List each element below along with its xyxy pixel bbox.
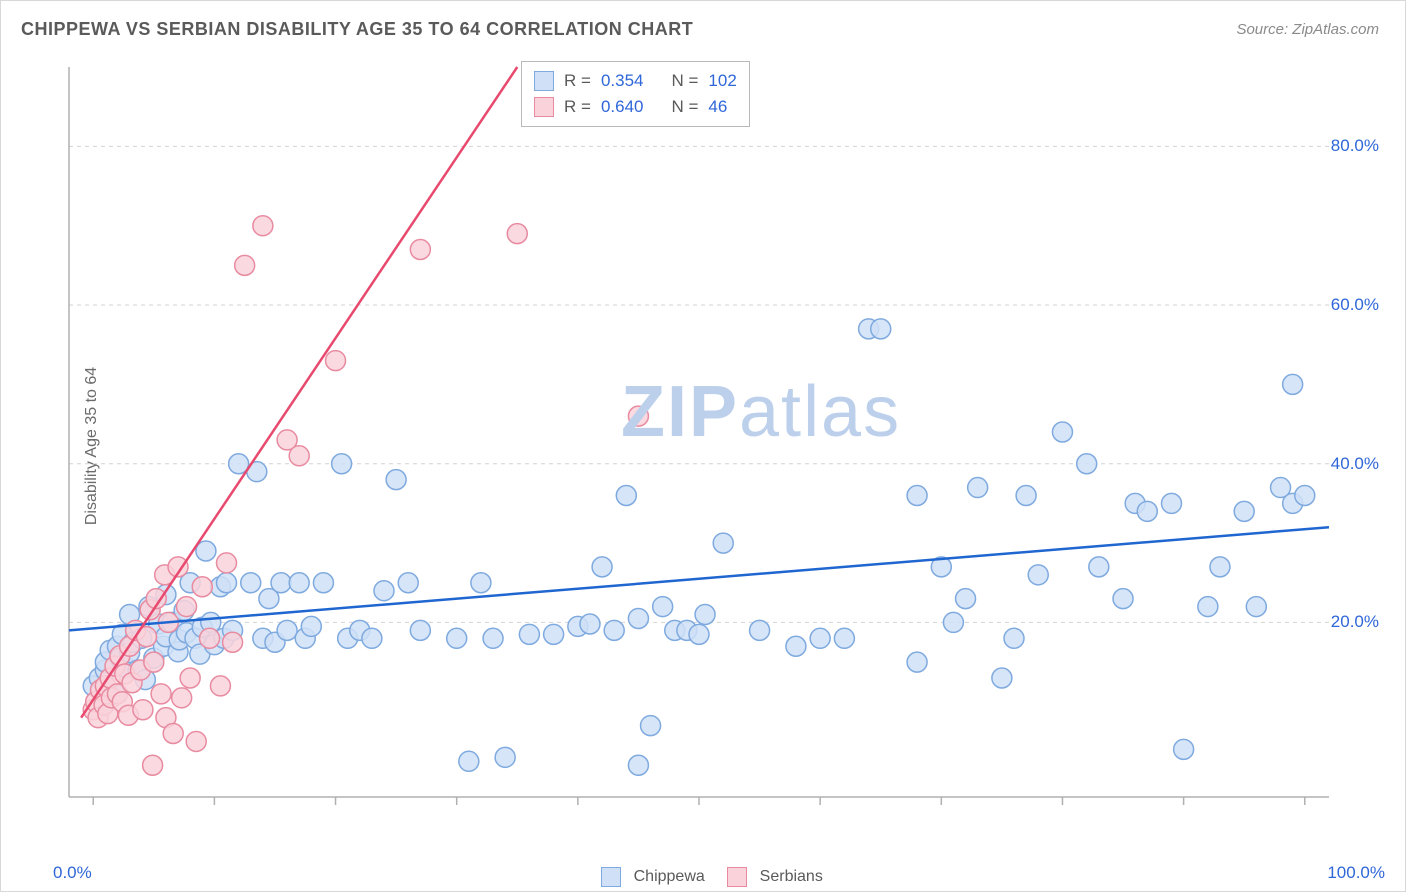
plot-area [59, 57, 1389, 827]
stats-infobox: R = 0.354 N = 102 R = 0.640 N = 46 [521, 61, 750, 127]
stats-row-chippewa: R = 0.354 N = 102 [534, 68, 737, 94]
chart-source: Source: ZipAtlas.com [1236, 21, 1379, 38]
chart-container: CHIPPEWA VS SERBIAN DISABILITY AGE 35 TO… [0, 0, 1406, 892]
bottom-legend: Chippewa Serbians [1, 867, 1405, 887]
legend-swatch-serbian [727, 867, 747, 887]
r-value-chippewa: 0.354 [601, 71, 644, 91]
n-value-chippewa: 102 [708, 71, 736, 91]
legend-label-chippewa: Chippewa [634, 868, 705, 885]
n-label: N = [671, 97, 698, 117]
legend-swatch-chippewa [601, 867, 621, 887]
r-label: R = [564, 97, 591, 117]
chart-title: CHIPPEWA VS SERBIAN DISABILITY AGE 35 TO… [21, 19, 693, 40]
legend-label-serbian: Serbians [760, 868, 823, 885]
chippewa-swatch [534, 71, 554, 91]
y-tick-label: 40.0% [1331, 454, 1379, 474]
scatter-svg [59, 57, 1389, 827]
r-value-serbian: 0.640 [601, 97, 644, 117]
stats-row-serbian: R = 0.640 N = 46 [534, 94, 737, 120]
serbian-swatch [534, 97, 554, 117]
n-label: N = [671, 71, 698, 91]
y-tick-label: 80.0% [1331, 136, 1379, 156]
n-value-serbian: 46 [708, 97, 727, 117]
r-label: R = [564, 71, 591, 91]
y-tick-label: 20.0% [1331, 612, 1379, 632]
y-tick-label: 60.0% [1331, 295, 1379, 315]
